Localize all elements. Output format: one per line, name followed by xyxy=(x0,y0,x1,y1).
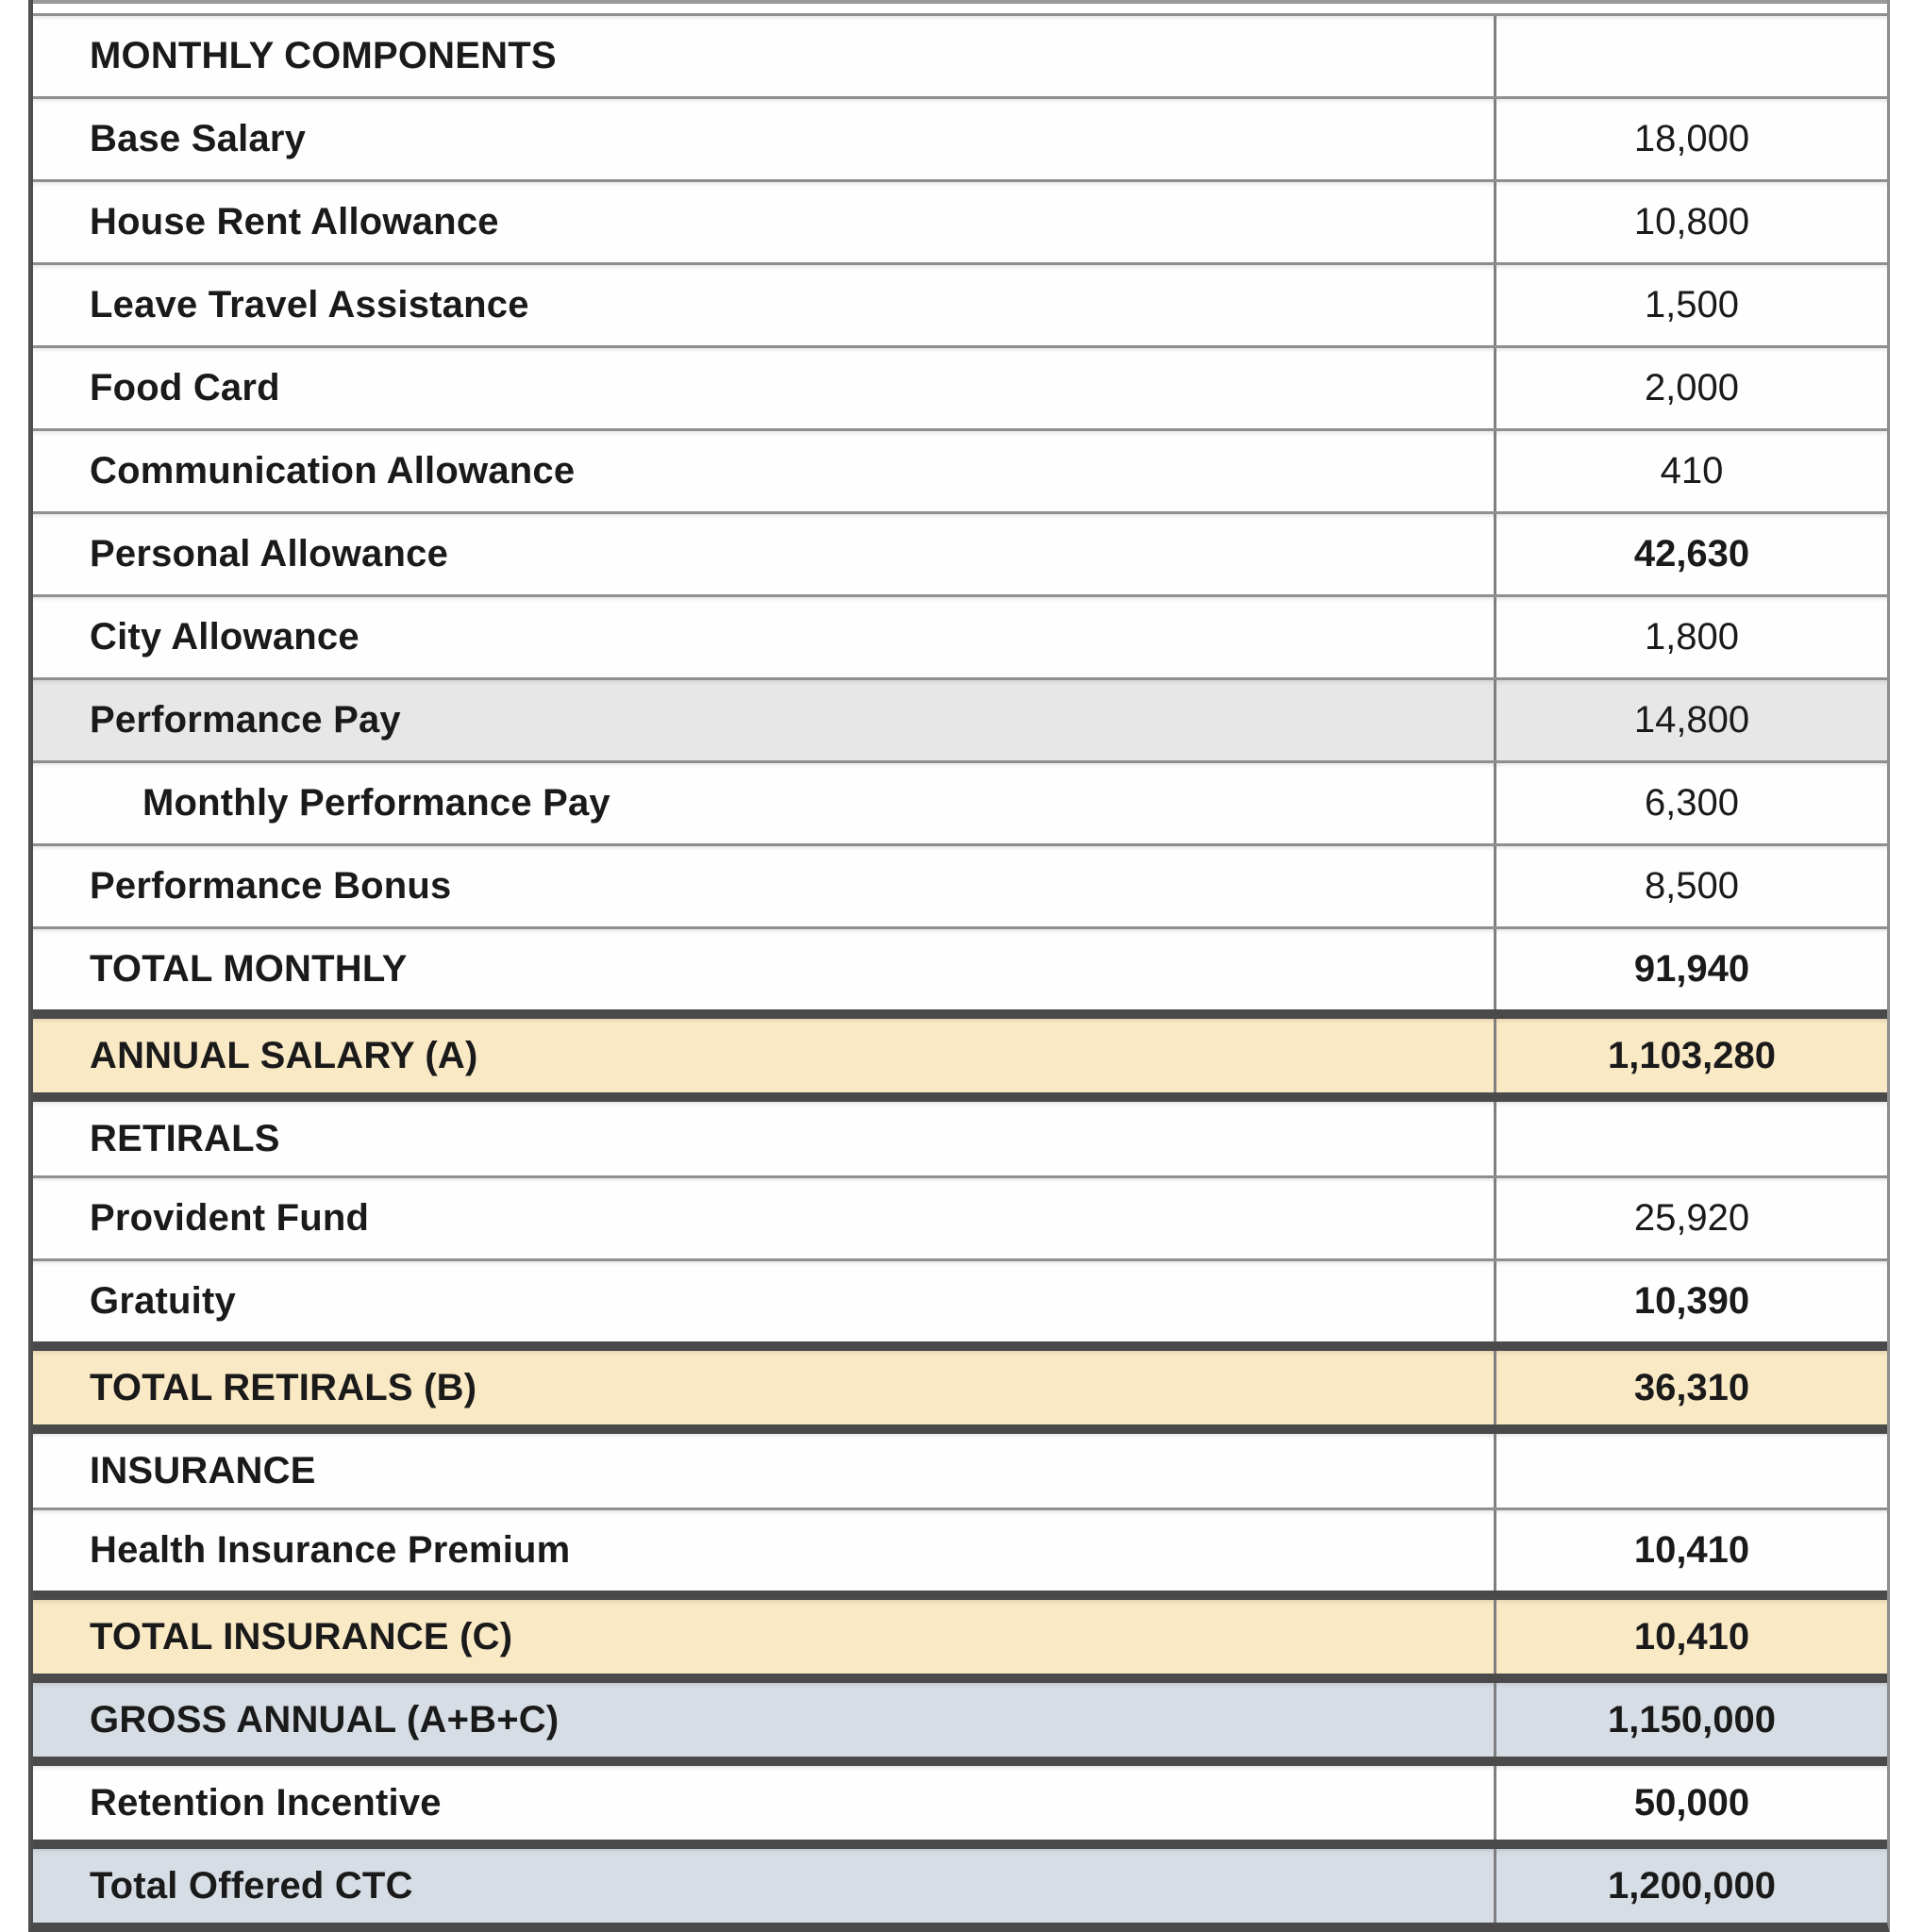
cutoff-row-stub xyxy=(33,0,1887,13)
row-value: 1,150,000 xyxy=(1494,1683,1887,1757)
row-value: 10,410 xyxy=(1494,1600,1887,1674)
row-label: INSURANCE xyxy=(90,1449,316,1491)
row-label: RETIRALS xyxy=(90,1117,280,1159)
table-row: Performance Bonus 8,500 xyxy=(33,843,1887,926)
table-row: ANNUAL SALARY (A) 1,103,280 xyxy=(33,1009,1887,1092)
row-label: Personal Allowance xyxy=(90,533,449,575)
row-label: Leave Travel Assistance xyxy=(90,284,529,325)
table-row: Personal Allowance 42,630 xyxy=(33,511,1887,594)
row-label: Performance Pay xyxy=(90,699,401,741)
row-value: 410 xyxy=(1494,431,1887,511)
row-value: 10,410 xyxy=(1494,1510,1887,1591)
table-row: Performance Pay 14,800 xyxy=(33,677,1887,760)
table-row: MONTHLY COMPONENTS xyxy=(33,13,1887,96)
row-value: 1,800 xyxy=(1494,597,1887,677)
table-row: Food Card 2,000 xyxy=(33,345,1887,428)
table-row: TOTAL RETIRALS (B) 36,310 xyxy=(33,1341,1887,1424)
row-label: Communication Allowance xyxy=(90,450,576,491)
row-value: 50,000 xyxy=(1494,1766,1887,1840)
row-label: Health Insurance Premium xyxy=(90,1529,571,1571)
row-value: 8,500 xyxy=(1494,846,1887,926)
row-label: Monthly Performance Pay xyxy=(142,782,610,824)
row-label: GROSS ANNUAL (A+B+C) xyxy=(90,1698,560,1740)
row-value xyxy=(1494,1434,1887,1507)
row-label: TOTAL MONTHLY xyxy=(90,948,408,990)
row-value: 14,800 xyxy=(1494,680,1887,760)
table-row: Health Insurance Premium 10,410 xyxy=(33,1507,1887,1591)
row-label: Base Salary xyxy=(90,118,307,159)
row-value: 1,500 xyxy=(1494,265,1887,345)
row-value: 18,000 xyxy=(1494,99,1887,179)
table-row: TOTAL INSURANCE (C) 10,410 xyxy=(33,1591,1887,1674)
table-row: House Rent Allowance 10,800 xyxy=(33,179,1887,262)
row-label: ANNUAL SALARY (A) xyxy=(90,1034,478,1076)
row-label: MONTHLY COMPONENTS xyxy=(90,35,557,76)
row-label: TOTAL RETIRALS (B) xyxy=(90,1366,477,1408)
table-row: TOTAL MONTHLY 91,940 xyxy=(33,926,1887,1009)
table-row: Provident Fund 25,920 xyxy=(33,1175,1887,1258)
table-row: Total Offered CTC 1,200,000 xyxy=(33,1840,1887,1923)
row-label: City Allowance xyxy=(90,616,359,658)
row-label: Provident Fund xyxy=(90,1197,370,1239)
table-row: Leave Travel Assistance 1,500 xyxy=(33,262,1887,345)
row-value: 10,390 xyxy=(1494,1261,1887,1341)
row-label: Food Card xyxy=(90,367,280,408)
table-row: City Allowance 1,800 xyxy=(33,594,1887,677)
table-row: RETIRALS xyxy=(33,1092,1887,1175)
row-value xyxy=(1494,16,1887,96)
row-label: Retention Incentive xyxy=(90,1781,442,1824)
table-row: Retention Incentive 50,000 xyxy=(33,1757,1887,1840)
row-label: Gratuity xyxy=(90,1280,236,1322)
table-row: Communication Allowance 410 xyxy=(33,428,1887,511)
row-value: 42,630 xyxy=(1494,514,1887,594)
row-label: House Rent Allowance xyxy=(90,201,499,242)
row-label: TOTAL INSURANCE (C) xyxy=(90,1615,513,1657)
row-label: Performance Bonus xyxy=(90,865,452,907)
table-row: Monthly Performance Pay 6,300 xyxy=(33,760,1887,843)
row-value: 91,940 xyxy=(1494,929,1887,1009)
row-value: 1,200,000 xyxy=(1494,1849,1887,1923)
table-row: GROSS ANNUAL (A+B+C) 1,150,000 xyxy=(33,1674,1887,1757)
table-row: INSURANCE xyxy=(33,1424,1887,1507)
row-value: 2,000 xyxy=(1494,348,1887,428)
table-row: Base Salary 18,000 xyxy=(33,96,1887,179)
row-value: 36,310 xyxy=(1494,1351,1887,1424)
row-value: 25,920 xyxy=(1494,1178,1887,1258)
row-value xyxy=(1494,1102,1887,1175)
table-row: Gratuity 10,390 xyxy=(33,1258,1887,1341)
row-value: 1,103,280 xyxy=(1494,1019,1887,1092)
salary-table: MONTHLY COMPONENTS Base Salary 18,000 Ho… xyxy=(28,0,1890,1932)
row-value: 6,300 xyxy=(1494,763,1887,843)
row-value: 10,800 xyxy=(1494,182,1887,262)
row-label: Total Offered CTC xyxy=(90,1864,413,1907)
